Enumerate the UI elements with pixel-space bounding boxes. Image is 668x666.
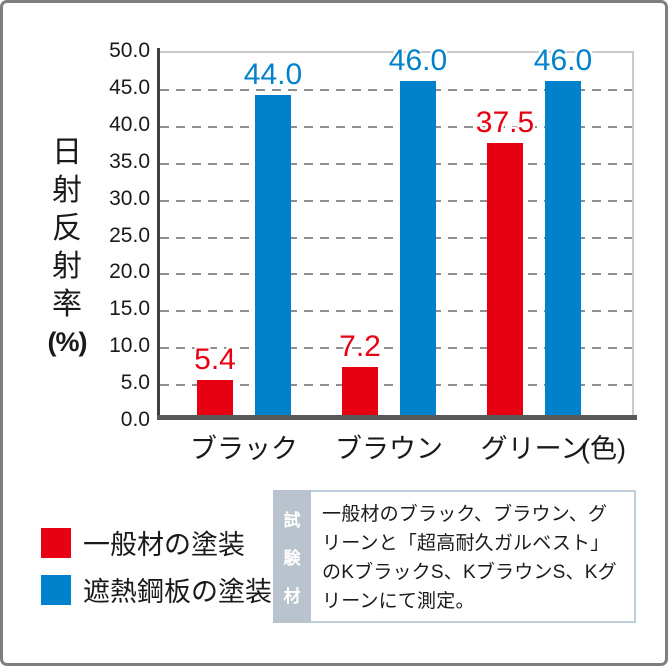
- note-side-char: 試: [283, 511, 301, 530]
- x-axis-label-ブラウン: ブラウン: [335, 434, 443, 464]
- bar-shield-グリーン: [545, 80, 581, 420]
- gridline-30: [160, 199, 632, 202]
- legend-swatch: [41, 574, 71, 605]
- y-tick-label: 0.0: [120, 408, 150, 431]
- bar-general-グリーン: [487, 143, 523, 420]
- bar-shield-ブラック: [255, 95, 291, 420]
- bar-value-label: 5.4: [194, 343, 236, 377]
- gridline-45: [160, 88, 632, 91]
- bar-value-label: 44.0: [243, 58, 303, 92]
- legend-item: 遮熱鋼板の塗装: [41, 570, 272, 609]
- x-axis-label-グリーン: グリーン: [480, 434, 588, 464]
- y-tick-label: 10.0: [109, 334, 150, 358]
- note-side-char: 材: [283, 587, 301, 606]
- y-axis-title-char: 反: [52, 212, 82, 245]
- gridline-10: [160, 347, 632, 350]
- x-axis-label-ブラック: ブラック: [190, 434, 298, 464]
- y-tick-label: 20.0: [109, 260, 150, 284]
- bar-value-label: 46.0: [533, 43, 593, 77]
- gridline-20: [160, 273, 632, 276]
- y-tick-label: 40.0: [109, 112, 150, 136]
- note-text: 一般材のブラック、ブラウン、グリーンと「超高耐久ガルベスト」のKブラックS、Kブ…: [311, 490, 636, 623]
- legend: 一般材の塗装 遮熱鋼板の塗装: [41, 523, 272, 609]
- y-tick-label: 35.0: [109, 149, 150, 173]
- legend-swatch: [41, 527, 71, 558]
- gridline-15: [160, 310, 632, 313]
- y-tick-label: 5.0: [120, 371, 150, 395]
- legend-label: 一般材の塗装: [83, 530, 245, 560]
- bar-value-label: 7.2: [339, 329, 381, 363]
- y-axis-title-char: 射: [52, 174, 82, 207]
- gridline-40: [160, 125, 632, 128]
- bar-general-ブラウン: [342, 366, 378, 420]
- y-tick-label: 25.0: [109, 223, 150, 247]
- note-side-label: 試験材: [273, 490, 311, 623]
- y-axis-title-char: (%): [47, 327, 88, 357]
- x-axis-unit-label: (色): [581, 434, 626, 464]
- y-tick-label: 30.0: [109, 186, 150, 210]
- y-axis-title-char: 率: [52, 288, 82, 321]
- y-tick-label: 50.0: [109, 39, 150, 62]
- legend-label: 遮熱鋼板の塗装: [83, 577, 272, 607]
- y-axis-line: [157, 48, 160, 420]
- bar-value-label: 46.0: [388, 43, 448, 77]
- legend-item: 一般材の塗装: [41, 523, 272, 562]
- y-tick-label: 15.0: [109, 297, 150, 321]
- y-axis-title-char: 日: [52, 136, 82, 169]
- bar-general-ブラック: [197, 380, 233, 420]
- x-axis-line: [157, 415, 637, 420]
- bar-shield-ブラウン: [400, 80, 436, 420]
- gridline-25: [160, 236, 632, 239]
- y-axis-title: 日射反射率 (%): [41, 137, 93, 358]
- test-material-note: 試験材 一般材のブラック、ブラウン、グリーンと「超高耐久ガルベスト」のKブラック…: [273, 490, 636, 623]
- plot-area: 5.4 44.0 7.2 46.0 37.5 46.0: [160, 44, 634, 420]
- y-tick-label: 45.0: [109, 75, 150, 99]
- bar-value-label: 37.5: [475, 106, 535, 140]
- gridline-5: [160, 384, 632, 387]
- y-axis-title-char: 射: [52, 250, 82, 283]
- note-side-char: 験: [283, 549, 301, 568]
- gridline-35: [160, 162, 632, 165]
